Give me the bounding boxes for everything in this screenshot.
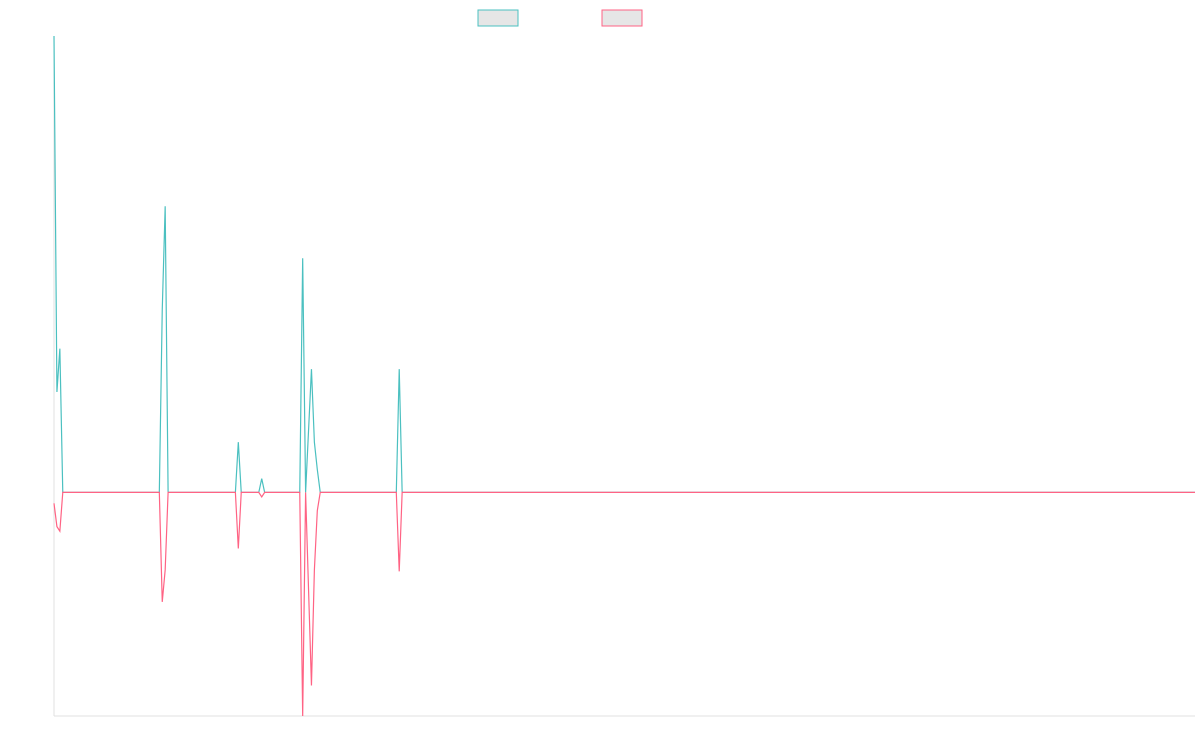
legend-swatch	[477, 9, 519, 27]
legend-swatch	[601, 9, 643, 27]
series-line	[53, 35, 1195, 493]
series-line	[53, 491, 1195, 717]
